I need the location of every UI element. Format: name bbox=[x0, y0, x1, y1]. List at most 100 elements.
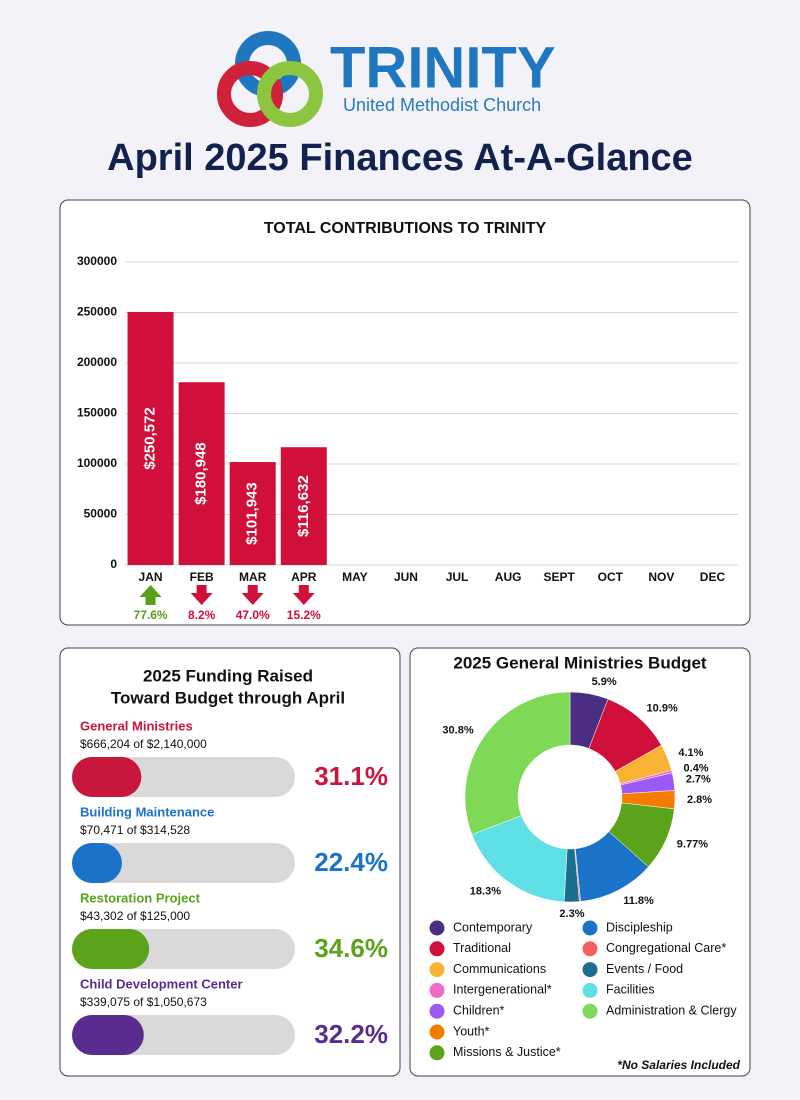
legend-swatch bbox=[582, 1003, 598, 1019]
item-name: General Ministries bbox=[80, 718, 193, 733]
progress-fill bbox=[72, 1015, 144, 1055]
progress-track bbox=[72, 843, 295, 883]
footnote: *No Salaries Included bbox=[617, 1058, 740, 1072]
x-tick-label: DEC bbox=[700, 570, 726, 584]
change-label: 8.2% bbox=[188, 608, 216, 622]
x-tick-label: MAR bbox=[239, 570, 267, 584]
item-name: Child Development Center bbox=[80, 976, 243, 991]
bar bbox=[127, 311, 174, 565]
legend-swatch bbox=[429, 1024, 445, 1040]
legend-label: Facilities bbox=[606, 983, 655, 997]
x-tick-label: MAY bbox=[342, 570, 368, 584]
legend-label: Events / Food bbox=[606, 962, 683, 976]
chart-title: 2025 Funding Raised bbox=[143, 666, 313, 685]
slice-label: 2.7% bbox=[686, 774, 711, 786]
legend-label: Intergenerational* bbox=[453, 983, 552, 997]
legend-swatch bbox=[429, 962, 445, 978]
slice-label: 10.9% bbox=[647, 702, 678, 714]
progress-fill bbox=[72, 843, 122, 883]
change-label: 47.0% bbox=[236, 608, 270, 622]
slice-label: 30.8% bbox=[442, 725, 473, 737]
legend-swatch bbox=[582, 920, 598, 936]
legend-label: Administration & Clergy bbox=[606, 1003, 737, 1017]
item-detail: $666,204 of $2,140,000 bbox=[80, 737, 207, 751]
value-label: $180,948 bbox=[193, 442, 210, 505]
x-tick-label: FEB bbox=[190, 570, 214, 584]
item-name: Restoration Project bbox=[80, 890, 201, 905]
change-arrow bbox=[292, 585, 315, 605]
progress-value: 34.6% bbox=[314, 933, 388, 963]
legend-swatch bbox=[582, 962, 598, 978]
change-arrow bbox=[139, 585, 162, 605]
bar bbox=[229, 462, 276, 565]
slice-label: 18.3% bbox=[470, 885, 501, 897]
progress-value: 32.2% bbox=[314, 1019, 388, 1049]
progress-value: 31.1% bbox=[314, 761, 388, 791]
legend-label: Contemporary bbox=[453, 920, 533, 934]
y-tick-label: 0 bbox=[110, 557, 117, 571]
slice-label: 9.77% bbox=[677, 839, 708, 851]
x-tick-label: SEPT bbox=[544, 570, 576, 584]
legend-swatch bbox=[582, 941, 598, 957]
value-label: $250,572 bbox=[142, 407, 159, 470]
legend-swatch bbox=[429, 1003, 445, 1019]
x-tick-label: JUL bbox=[446, 570, 469, 584]
slice-label: 5.9% bbox=[592, 676, 617, 688]
legend-swatch bbox=[429, 941, 445, 957]
legend-label: Congregational Care* bbox=[606, 941, 726, 955]
progress-fill bbox=[72, 929, 150, 969]
slice-label: 2.3% bbox=[559, 908, 584, 920]
legend-label: Missions & Justice* bbox=[453, 1045, 561, 1059]
slice-label: 4.1% bbox=[678, 747, 703, 759]
change-arrow bbox=[241, 585, 264, 605]
y-tick-label: 200000 bbox=[77, 355, 117, 369]
change-label: 77.6% bbox=[134, 608, 168, 622]
y-tick-label: 100000 bbox=[77, 456, 117, 470]
donut-slice bbox=[464, 691, 571, 835]
change-arrow bbox=[190, 585, 213, 605]
y-tick-label: 150000 bbox=[77, 406, 117, 420]
bar bbox=[280, 447, 327, 565]
page-title: April 2025 Finances At-A-Glance bbox=[107, 137, 693, 179]
legend-swatch bbox=[429, 982, 445, 998]
legend-label: Communications bbox=[453, 962, 546, 976]
item-name: Building Maintenance bbox=[80, 804, 214, 819]
chart-title: Toward Budget through April bbox=[111, 688, 345, 707]
y-tick-label: 50000 bbox=[84, 507, 118, 521]
x-tick-label: AUG bbox=[495, 570, 522, 584]
donut-slice bbox=[471, 815, 568, 903]
x-tick-label: JAN bbox=[139, 570, 163, 584]
progress-value: 22.4% bbox=[314, 847, 388, 877]
item-detail: $339,075 of $1,050,673 bbox=[80, 995, 207, 1009]
slice-label: 11.8% bbox=[623, 895, 654, 907]
value-label: $116,632 bbox=[295, 475, 312, 537]
value-label: $101,943 bbox=[244, 482, 261, 545]
legend-swatch bbox=[429, 920, 445, 936]
chart-title: TOTAL CONTRIBUTIONS TO TRINITY bbox=[264, 220, 547, 237]
legend-swatch bbox=[429, 1045, 445, 1061]
y-tick-label: 250000 bbox=[77, 305, 117, 319]
change-label: 15.2% bbox=[287, 608, 321, 622]
slice-label: 2.8% bbox=[687, 794, 712, 806]
y-tick-label: 300000 bbox=[77, 254, 117, 268]
x-tick-label: JUN bbox=[394, 570, 418, 584]
legend-label: Children* bbox=[453, 1003, 505, 1017]
legend-swatch bbox=[582, 982, 598, 998]
progress-fill bbox=[72, 757, 142, 797]
item-detail: $70,471 of $314,528 bbox=[80, 823, 190, 837]
logo-subtitle: United Methodist Church bbox=[343, 95, 541, 115]
chart-title: 2025 General Ministries Budget bbox=[453, 653, 707, 672]
slice-label: 0.4% bbox=[684, 763, 709, 775]
legend-label: Traditional bbox=[453, 941, 511, 955]
x-tick-label: OCT bbox=[598, 570, 624, 584]
bar bbox=[178, 382, 225, 565]
legend-label: Youth* bbox=[453, 1024, 490, 1038]
legend-label: Discipleship bbox=[606, 920, 673, 934]
x-tick-label: NOV bbox=[648, 570, 674, 584]
logo-mark bbox=[217, 31, 323, 127]
item-detail: $43,302 of $125,000 bbox=[80, 909, 190, 923]
logo-name: TRINITY bbox=[330, 35, 556, 100]
x-tick-label: APR bbox=[291, 570, 317, 584]
